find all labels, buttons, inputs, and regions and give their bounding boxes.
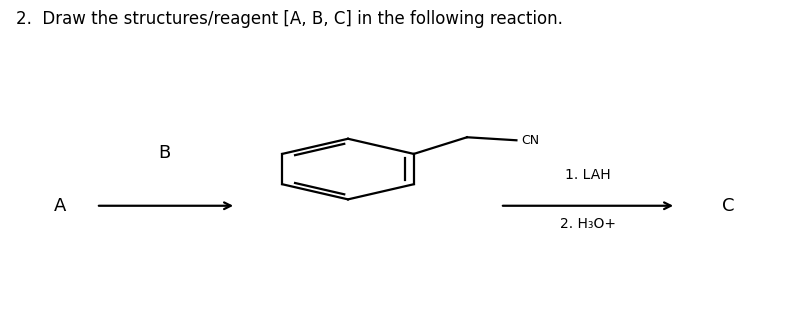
- Text: 2.  Draw the structures/reagent [A, B, C] in the following reaction.: 2. Draw the structures/reagent [A, B, C]…: [16, 10, 563, 27]
- Text: 2. H₃O+: 2. H₃O+: [560, 217, 616, 231]
- Text: C: C: [722, 197, 734, 215]
- Text: CN: CN: [522, 134, 539, 147]
- Text: A: A: [54, 197, 66, 215]
- Text: 1. LAH: 1. LAH: [565, 168, 611, 182]
- Text: B: B: [158, 144, 170, 162]
